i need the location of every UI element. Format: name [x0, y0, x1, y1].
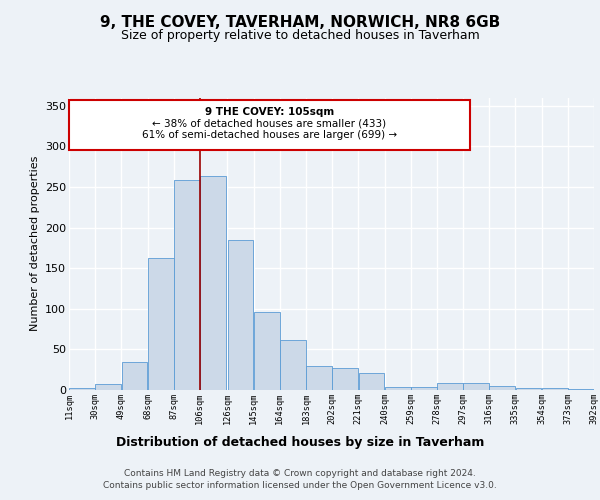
Y-axis label: Number of detached properties: Number of detached properties	[29, 156, 40, 332]
Bar	[463, 382, 489, 390]
Bar	[174, 180, 200, 390]
Bar	[122, 362, 148, 390]
Text: Distribution of detached houses by size in Taverham: Distribution of detached houses by size …	[116, 436, 484, 449]
Bar	[385, 387, 410, 390]
Bar	[69, 388, 95, 390]
Bar	[280, 340, 306, 390]
Bar	[542, 388, 568, 390]
Bar	[227, 240, 253, 390]
Bar	[515, 388, 541, 390]
Bar	[437, 382, 463, 390]
Text: 9 THE COVEY: 105sqm: 9 THE COVEY: 105sqm	[205, 108, 334, 118]
Bar	[148, 258, 173, 390]
Bar	[254, 312, 280, 390]
Bar	[306, 366, 332, 390]
Text: Contains HM Land Registry data © Crown copyright and database right 2024.: Contains HM Land Registry data © Crown c…	[124, 470, 476, 478]
Bar	[490, 386, 515, 390]
FancyBboxPatch shape	[69, 100, 470, 150]
Text: ← 38% of detached houses are smaller (433): ← 38% of detached houses are smaller (43…	[152, 118, 386, 128]
Bar	[95, 384, 121, 390]
Text: Size of property relative to detached houses in Taverham: Size of property relative to detached ho…	[121, 30, 479, 43]
Bar	[568, 389, 594, 390]
Bar	[359, 373, 385, 390]
Text: 61% of semi-detached houses are larger (699) →: 61% of semi-detached houses are larger (…	[142, 130, 397, 140]
Bar	[411, 387, 437, 390]
Bar	[332, 368, 358, 390]
Bar	[200, 176, 226, 390]
Text: 9, THE COVEY, TAVERHAM, NORWICH, NR8 6GB: 9, THE COVEY, TAVERHAM, NORWICH, NR8 6GB	[100, 15, 500, 30]
Text: Contains public sector information licensed under the Open Government Licence v3: Contains public sector information licen…	[103, 480, 497, 490]
